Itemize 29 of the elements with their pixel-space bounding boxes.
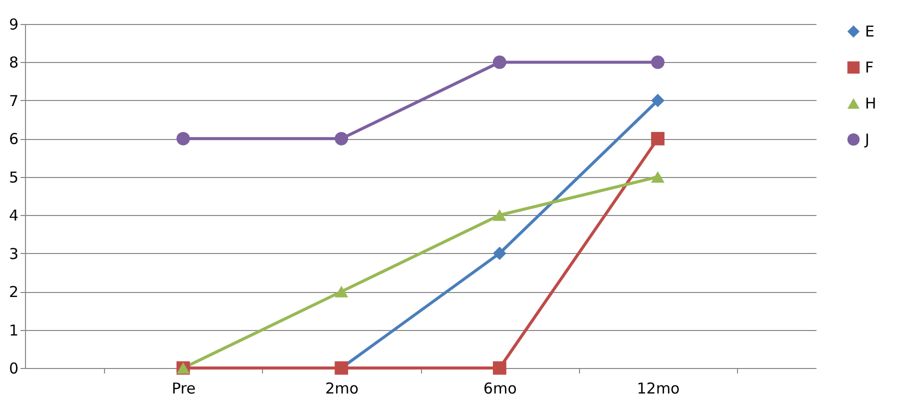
y-tick-label: 2: [8, 283, 18, 302]
point: [334, 132, 348, 146]
x-tick-label: 12mo: [636, 380, 680, 398]
point: [492, 246, 506, 260]
legend-label: J: [864, 130, 870, 148]
point: [651, 171, 665, 183]
point: [492, 361, 506, 375]
point: [492, 209, 506, 221]
y-tick-label: 9: [8, 16, 18, 34]
y-tick-label: 8: [8, 54, 18, 72]
y-tick-label: 4: [8, 206, 18, 225]
x-tick-label: 2mo: [325, 380, 359, 398]
y-tick-label: 7: [8, 92, 18, 110]
point: [492, 56, 506, 69]
point: [334, 286, 348, 298]
point: [651, 56, 665, 69]
y-tick-label: 1: [8, 321, 18, 340]
y-tick-label: 5: [8, 168, 18, 186]
point: [176, 132, 190, 146]
y-tick-label: 6: [8, 130, 18, 148]
y-tick-label: 0: [8, 360, 18, 378]
x-tick-label: Pre: [172, 380, 196, 398]
y-tick-label: 3: [8, 244, 18, 263]
legend-label: H: [865, 94, 876, 112]
legend-label: E: [865, 22, 874, 40]
point: [651, 132, 665, 146]
legend-label: F: [865, 58, 874, 76]
point: [651, 94, 665, 108]
x-tick-label: 6mo: [483, 380, 517, 398]
